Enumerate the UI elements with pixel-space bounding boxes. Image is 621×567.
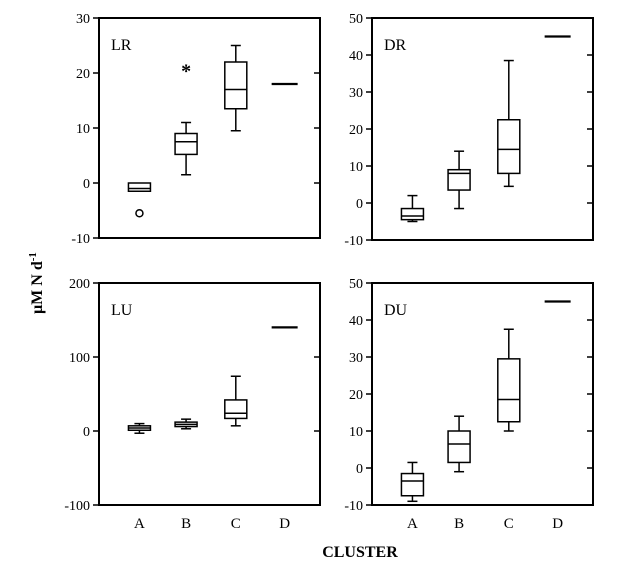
box-iqr bbox=[497, 358, 521, 423]
box-iqr bbox=[224, 61, 248, 110]
plot-frame bbox=[98, 17, 321, 239]
panel-lr: -10 0 10 20 30 LR * bbox=[71, 12, 321, 247]
box-b bbox=[174, 418, 198, 430]
y-tick-label: -10 bbox=[71, 232, 90, 247]
box-b: * bbox=[174, 61, 198, 176]
box-c bbox=[497, 59, 521, 188]
y-tick-label: 50 bbox=[349, 12, 363, 27]
y-axis-title-superscript: -1 bbox=[27, 252, 39, 261]
plot-frame bbox=[98, 282, 321, 506]
box-a bbox=[400, 461, 425, 503]
x-axis-title: CLUSTER bbox=[322, 544, 398, 561]
box-b bbox=[447, 150, 471, 210]
box-iqr bbox=[497, 119, 521, 175]
box-iqr bbox=[224, 399, 248, 420]
y-tick-label: 10 bbox=[349, 160, 363, 175]
box-c bbox=[497, 328, 521, 432]
box-iqr bbox=[400, 207, 425, 221]
box-iqr bbox=[447, 168, 471, 191]
box-iqr bbox=[400, 472, 425, 497]
y-tick-label: 50 bbox=[349, 277, 363, 292]
y-tick-label: 100 bbox=[69, 351, 90, 366]
x-category-label: C bbox=[504, 516, 514, 532]
y-tick-label: 30 bbox=[76, 12, 90, 27]
box-a bbox=[127, 422, 152, 434]
y-tick-label: 20 bbox=[76, 67, 90, 82]
panel-label: LU bbox=[111, 302, 133, 319]
y-tick-label: 20 bbox=[349, 123, 363, 138]
box-iqr bbox=[447, 430, 471, 464]
outlier-circle bbox=[135, 209, 144, 218]
x-category-label: A bbox=[134, 516, 145, 532]
panel-lu: -100 0 100 200 LU A B C D bbox=[64, 277, 321, 532]
panel-label: DR bbox=[384, 37, 407, 54]
x-category-label: D bbox=[552, 516, 563, 532]
panel-label: DU bbox=[384, 302, 408, 319]
panel-label: LR bbox=[111, 37, 132, 54]
panel-du: -10 0 10 20 30 40 50 DU A B C D bbox=[344, 277, 594, 532]
box-c bbox=[224, 44, 248, 132]
y-tick-label: 200 bbox=[69, 277, 90, 292]
box-a bbox=[127, 182, 152, 218]
y-tick-label: 30 bbox=[349, 351, 363, 366]
y-tick-label: 0 bbox=[83, 425, 90, 440]
x-category-label: D bbox=[279, 516, 290, 532]
box-iqr bbox=[174, 132, 198, 156]
box-a bbox=[400, 194, 425, 223]
x-category-label: A bbox=[407, 516, 418, 532]
outlier-star: * bbox=[181, 61, 191, 83]
y-tick-label: 20 bbox=[349, 388, 363, 403]
y-axis-title: μM N d-1 bbox=[27, 252, 46, 314]
y-tick-label: 40 bbox=[349, 314, 363, 329]
box-iqr bbox=[127, 182, 152, 192]
y-tick-label: 0 bbox=[356, 462, 363, 477]
y-tick-label: 0 bbox=[83, 177, 90, 192]
y-tick-label: -100 bbox=[64, 499, 90, 514]
y-tick-label: 10 bbox=[349, 425, 363, 440]
y-axis-title-text: μM N d bbox=[29, 261, 46, 314]
panels-group: -100102030LR*-1001020304050DR-1000100200… bbox=[64, 12, 594, 532]
y-tick-label: -10 bbox=[344, 234, 363, 249]
x-category-label: B bbox=[454, 516, 464, 532]
x-category-label: C bbox=[231, 516, 241, 532]
box-c bbox=[224, 375, 248, 427]
y-tick-label: 30 bbox=[349, 86, 363, 101]
y-tick-label: 0 bbox=[356, 197, 363, 212]
x-category-label: B bbox=[181, 516, 191, 532]
y-tick-label: -10 bbox=[344, 499, 363, 514]
y-tick-label: 40 bbox=[349, 49, 363, 64]
panel-dr: -10 0 10 20 30 40 50 DR bbox=[344, 12, 594, 249]
y-tick-label: 10 bbox=[76, 122, 90, 137]
box-b bbox=[447, 415, 471, 473]
